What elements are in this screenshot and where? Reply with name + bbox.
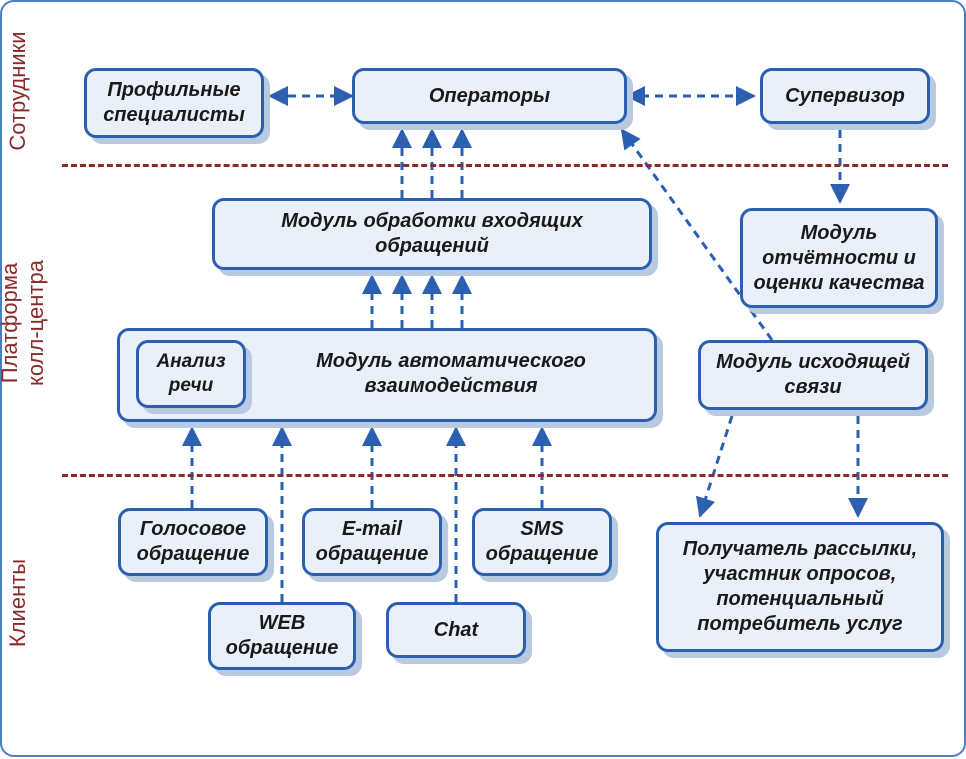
node-oper: Операторы (352, 68, 627, 124)
swimlane-divider-0 (62, 164, 948, 167)
node-recipient: Получатель рассылки,участник опросов,пот… (656, 522, 944, 652)
node-speech: Анализречи (136, 340, 246, 408)
node-inbound: Модуль обработки входящих обращений (212, 198, 652, 270)
node-voice: Голосовоеобращение (118, 508, 268, 576)
swimlane-label-clients: Клиенты (5, 493, 31, 713)
node-sms: SMSобращение (472, 508, 612, 576)
node-spec: Профильныеспециалисты (84, 68, 264, 138)
node-outbound: Модуль исходящейсвязи (698, 340, 928, 410)
node-web: WEBобращение (208, 602, 356, 670)
node-auto: Модуль автоматическоговзаимодействия (258, 334, 644, 414)
node-superv: Супервизор (760, 68, 930, 124)
swimlane-divider-1 (62, 474, 948, 477)
swimlane-label-platform-0: Платформа (0, 193, 23, 453)
diagram-canvas: СотрудникиПлатформаколл-центра Клиенты Про… (0, 0, 966, 757)
node-report: Модульотчётности иоценки качества (740, 208, 938, 308)
swimlane-label-platform-1: колл-центра (23, 193, 49, 453)
node-chat: Chat (386, 602, 526, 658)
swimlane-label-staff: Сотрудники (5, 0, 31, 201)
edge-outbound-recipient-16 (700, 416, 732, 516)
node-email: E-mailобращение (302, 508, 442, 576)
